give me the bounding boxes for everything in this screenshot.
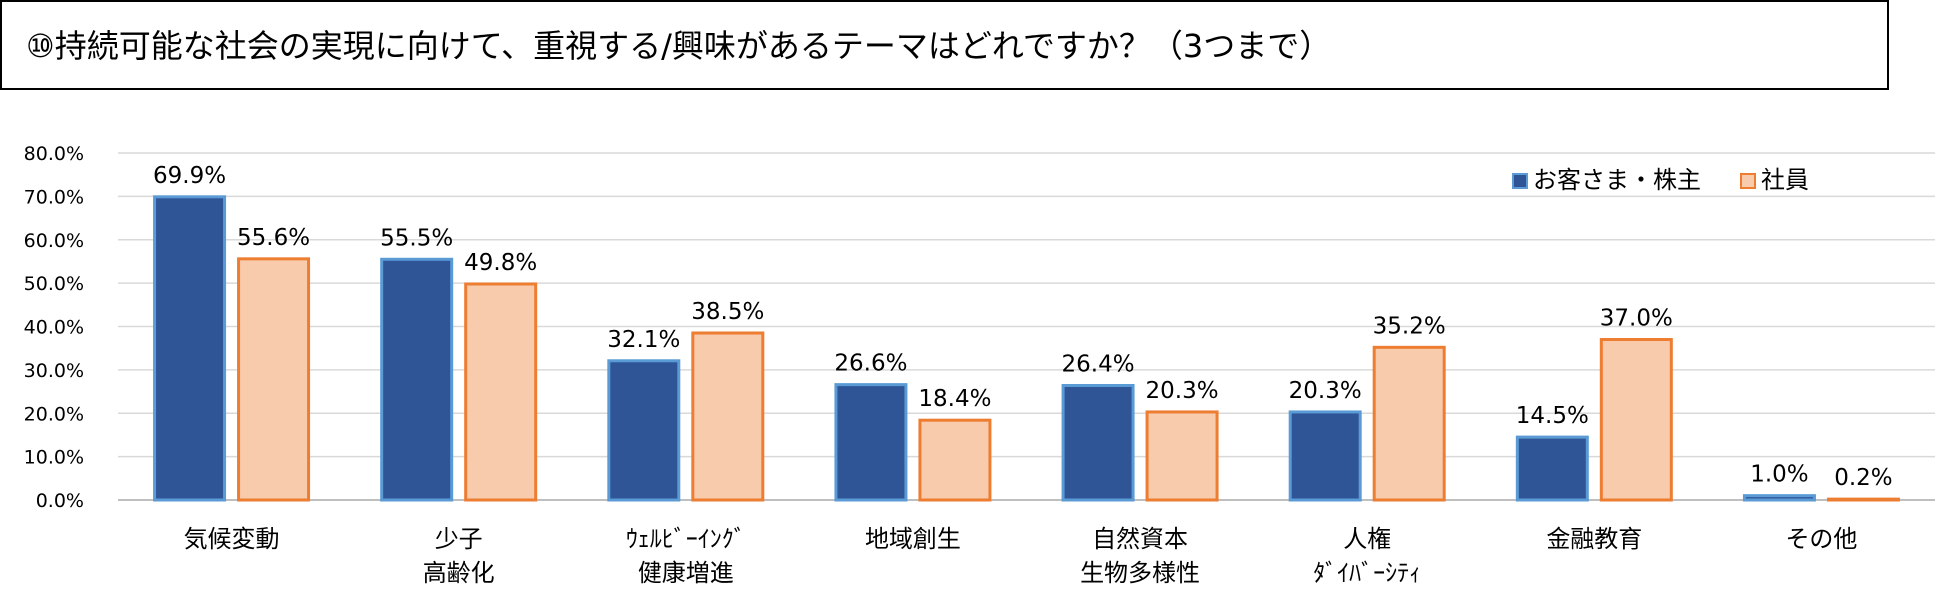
data-label: 37.0% [1600, 306, 1673, 332]
legend-swatch [1512, 173, 1528, 189]
y-tick-label: 20.0% [24, 403, 84, 425]
y-tick-label: 30.0% [24, 360, 84, 382]
x-tick-label: 健康増進 [638, 559, 734, 587]
bar-series-1 [1515, 435, 1589, 502]
data-label: 20.3% [1146, 378, 1219, 404]
x-tick-label: 自然資本 [1092, 525, 1188, 553]
bar-series-2 [691, 331, 765, 502]
data-label: 1.0% [1750, 462, 1808, 488]
data-label: 26.6% [834, 351, 907, 377]
y-tick-label: 40.0% [24, 317, 84, 339]
legend: お客さま・株主 社員 [1512, 166, 1809, 194]
data-label: 49.8% [464, 250, 537, 276]
x-tick-label: その他 [1785, 525, 1857, 553]
data-label: 55.5% [380, 225, 453, 251]
bar-series-1 [1288, 410, 1362, 502]
x-tick-label: 人権 [1343, 525, 1391, 553]
data-label: 18.4% [918, 386, 991, 412]
x-tick-label: 地域創生 [865, 525, 961, 553]
y-tick-label: 0.0% [36, 490, 84, 512]
bar-series-2 [1826, 497, 1900, 502]
x-tick-label: ﾀﾞｲﾊﾞｰｼﾃｨ [1313, 559, 1421, 587]
bar-series-1 [380, 257, 454, 502]
legend-label: お客さま・株主 [1533, 166, 1701, 194]
y-tick-label: 80.0% [24, 143, 84, 165]
bar-series-2 [1145, 410, 1219, 502]
y-tick-label: 50.0% [24, 273, 84, 295]
y-axis-ticks: 0.0% 10.0% 20.0% 30.0% 40.0% 50.0% 60.0% 70.0% 8… [24, 143, 84, 512]
data-label: 55.6% [237, 225, 310, 251]
data-label: 0.2% [1834, 465, 1892, 491]
y-tick-label: 70.0% [24, 186, 84, 208]
data-label: 35.2% [1373, 313, 1446, 339]
data-labels: 69.9% 55.6% 55.5% 49.8% 32.1% 38.5% 26.6% 18.4%… [153, 163, 1893, 491]
x-tick-label: 金融教育 [1546, 525, 1642, 553]
x-tick-label: 高齢化 [423, 559, 495, 587]
bar-series-1 [834, 383, 908, 502]
bar-series-2 [918, 418, 992, 502]
x-tick-label: 気候変動 [184, 525, 280, 553]
data-label: 26.4% [1062, 351, 1135, 377]
x-tick-label: 少子 [435, 525, 483, 553]
bar-series-2 [237, 257, 311, 502]
chart-title-box: ⑩持続可能な社会の実現に向けて、重視する/興味があるテーマはどれですか？（3つま… [0, 0, 1889, 90]
data-label: 20.3% [1289, 378, 1362, 404]
bars [153, 195, 1900, 502]
bar-series-2 [1599, 338, 1673, 502]
y-tick-label: 60.0% [24, 230, 84, 252]
bar-series-1 [1061, 383, 1135, 502]
x-tick-label: ｳｪﾙﾋﾞｰｲﾝｸﾞ [626, 525, 746, 553]
bar-series-2 [464, 282, 538, 502]
y-tick-label: 10.0% [24, 447, 84, 469]
legend-swatch [1740, 173, 1756, 189]
bar-series-1 [607, 359, 681, 502]
x-tick-label: 生物多様性 [1080, 559, 1200, 587]
data-label: 69.9% [153, 163, 226, 189]
legend-label: 社員 [1761, 166, 1809, 194]
bar-series-2 [1372, 345, 1446, 502]
bar-series-1 [1742, 494, 1816, 502]
data-label: 14.5% [1516, 403, 1589, 429]
bar-series-1 [153, 195, 227, 502]
chart-title: ⑩持続可能な社会の実現に向けて、重視する/興味があるテーマはどれですか？（3つま… [26, 27, 1332, 65]
data-label: 38.5% [691, 299, 764, 325]
data-label: 32.1% [607, 327, 680, 353]
